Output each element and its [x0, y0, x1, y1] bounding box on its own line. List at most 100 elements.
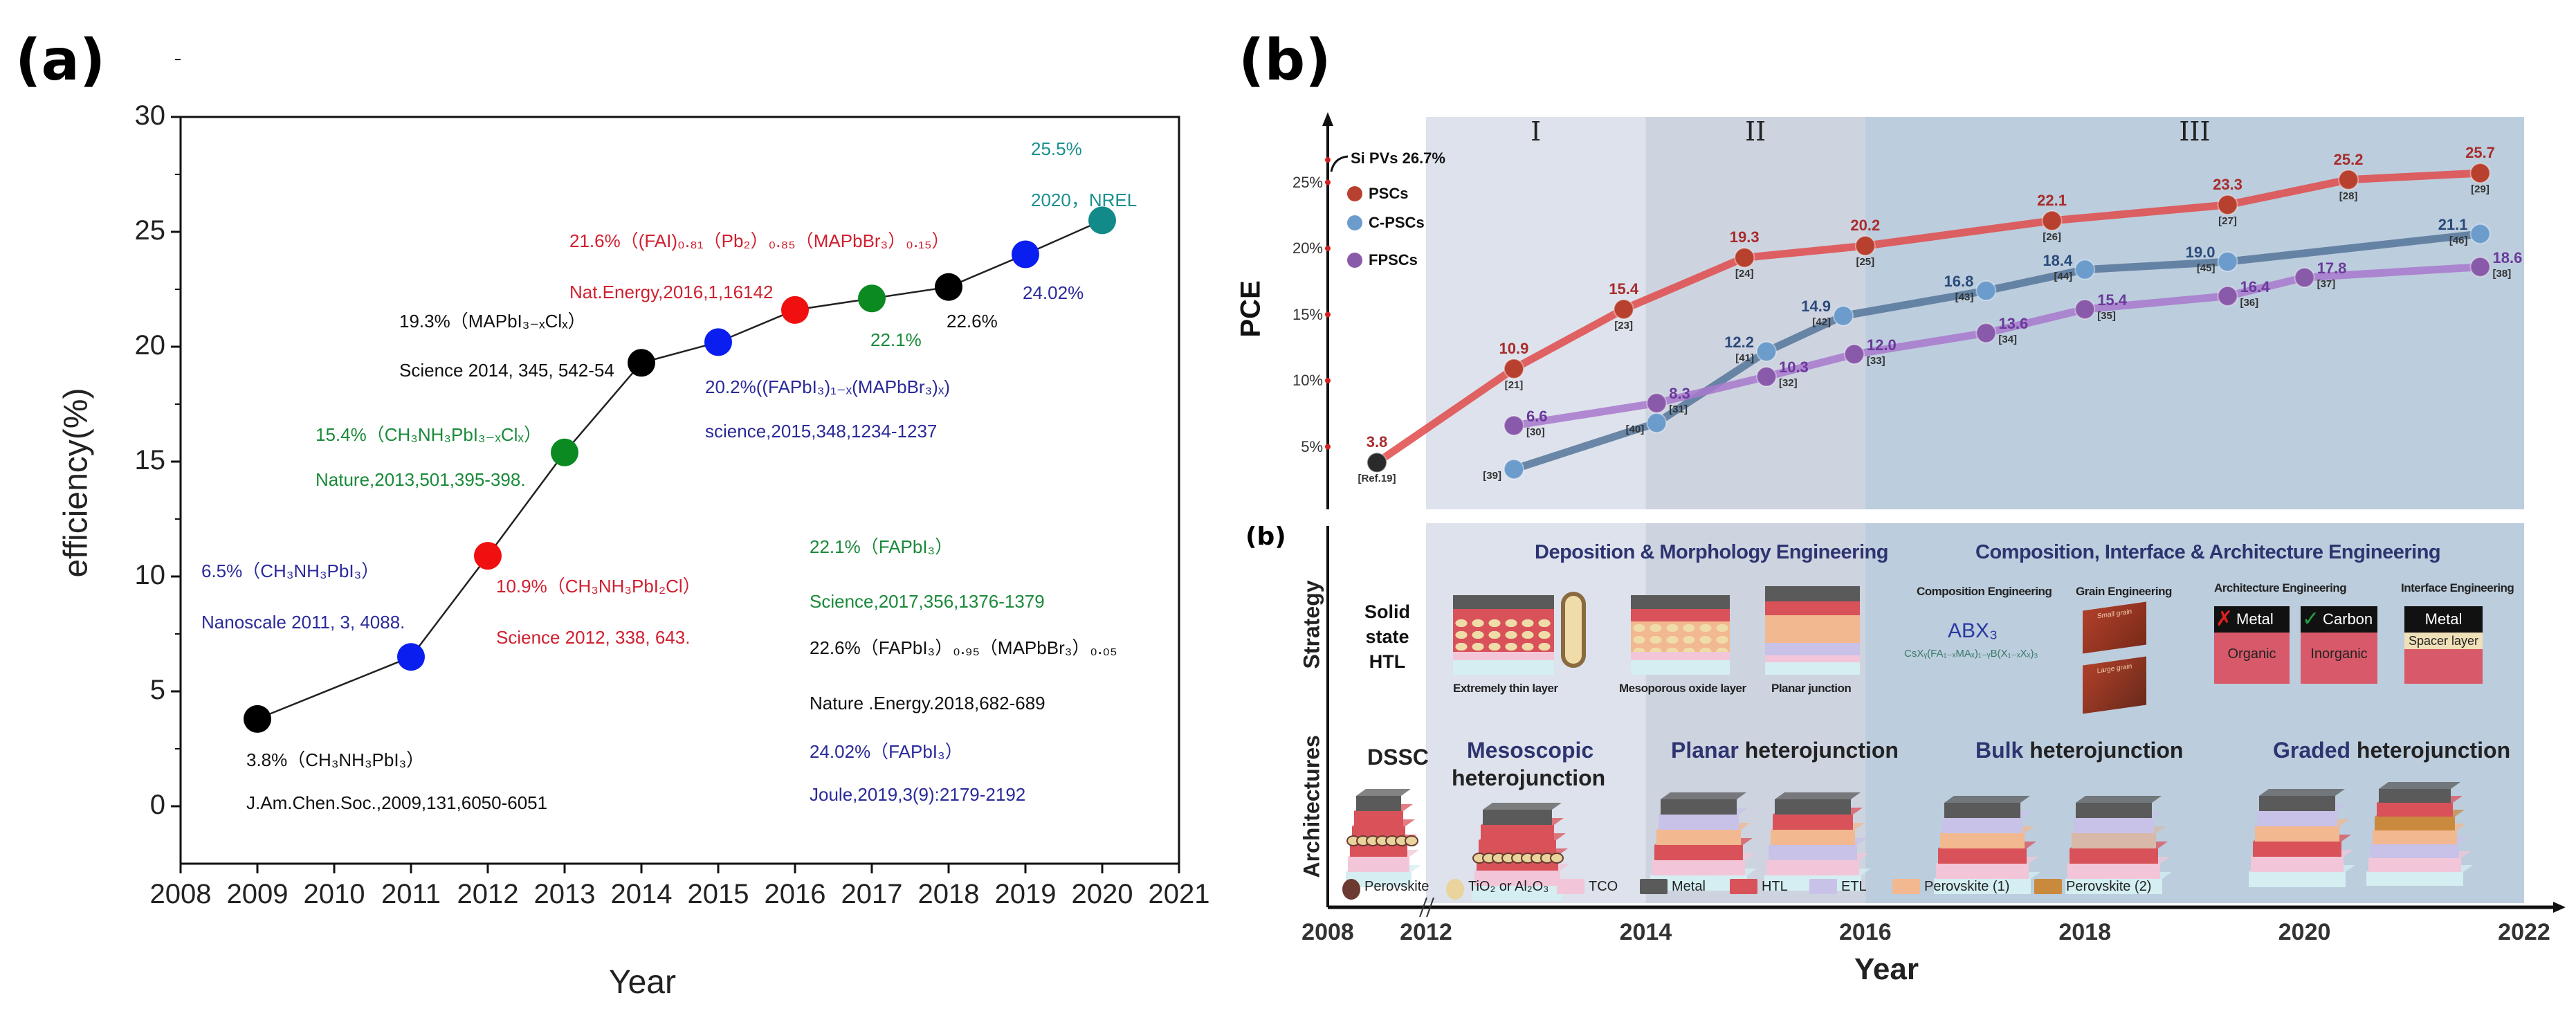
mesoporous-oxide-caption: Mesoporous oxide layer [1619, 682, 1746, 695]
data-point-FPSCs [2294, 267, 2315, 289]
data-label-FPSCs: 15.4 [2097, 291, 2128, 309]
annotation-citation: Science 2012, 338, 643. [496, 627, 691, 648]
reference-label-C-PSCs: [41] [1735, 352, 1754, 364]
inorganic-label: Inorganic [2310, 646, 2368, 662]
solid-state-htl-line: Solid [1364, 601, 1410, 622]
reference-label-C-PSCs: [46] [2449, 234, 2468, 246]
data-label-PSCs: 10.9 [1499, 339, 1529, 357]
annotation-text: 19.3%（MAPbI₃₋ₓClₓ） [399, 311, 586, 331]
planar-heterojunction-label: Planar heterojunction [1671, 738, 1899, 763]
data-point-PSCs [2338, 169, 2359, 190]
x-tick-label: 2020 [2278, 919, 2331, 945]
reference-label-PSCs: [26] [2043, 230, 2061, 243]
x-tick-label: 2018 [917, 879, 980, 909]
data-label-C-PSCs: 16.8 [1944, 273, 1974, 291]
graded-word: Graded [2273, 738, 2351, 763]
layer-3 [1940, 833, 2025, 848]
annotation-2014: 19.3%（MAPbI₃₋ₓClₓ） Science 2014, 345, 54… [399, 307, 614, 381]
annotation-text: 20.2%((FAPbI₃)₁₋ₓ(MAPbBr₃)ₓ) [705, 376, 951, 397]
panel-a-label: (a) [15, 28, 106, 93]
layer-0 [1650, 875, 1747, 891]
legend-label: HTL [1762, 879, 1788, 894]
legend-swatch-2 [1557, 879, 1584, 894]
data-label-FPSCs: 8.3 [1669, 385, 1690, 403]
metal-organic-box: Metal Organic ✗ [2214, 606, 2290, 684]
reference-label-FPSCs: [38] [2492, 267, 2512, 280]
reference-list: 22.1%（FAPbI₃） Science,2017,356,1376-1379 2… [810, 533, 1117, 806]
mesoscopic-heterojunction-label: heterojunction [1452, 765, 1606, 790]
y-tick-label: 10 [134, 560, 166, 590]
bulk-stack-1 [1934, 796, 2040, 894]
curved-arrow-icon [1330, 155, 1349, 172]
carbon-label: Carbon [2301, 606, 2377, 633]
strategy-row-label: Strategy [1299, 580, 1324, 669]
data-point-2020 [1088, 206, 1116, 235]
data-point-2013 [551, 438, 578, 466]
annotation-text: 15.4%（CH₃NH₃PbI₃₋ₓClₓ） [316, 424, 542, 445]
layer-2 [1938, 848, 2027, 864]
layer-0 [2366, 872, 2463, 886]
metal-label: Metal [2214, 606, 2290, 633]
layer-3 [2255, 826, 2339, 842]
data-label-FPSCs: 13.6 [1998, 315, 2029, 333]
data-point-2011 [397, 643, 425, 671]
annotation-citation: Nat.Energy,2016,1,16142 [569, 282, 774, 302]
data-point-PSCs [1734, 247, 1755, 269]
x-tick-label: 2009 [226, 879, 289, 909]
layer-4 [1481, 825, 1554, 840]
layer-4 [1659, 815, 1739, 830]
data-label-C-PSCs: 21.1 [2438, 215, 2468, 233]
annotation-2016: 21.6%（(FAI)₀.₈₁（Pb₂）₀.₈₅（MAPbBr₃）₀.₁₅） N… [569, 227, 949, 303]
legend-label: Perovskite (2) [2066, 879, 2152, 894]
data-point-C-PSCs [1755, 340, 1777, 362]
small-grain-illustration: Small grain [2083, 601, 2146, 654]
legend-marker-FPSCs [1347, 253, 1362, 268]
layer-2 [1654, 845, 1743, 860]
layer-top [1944, 796, 2030, 803]
layer-0 [1934, 879, 2031, 894]
period-label: II [1745, 116, 1766, 147]
carbon-inorganic-box: Carbon Inorganic ✓ [2301, 606, 2377, 684]
annotation-text: 3.8%（CH₃NH₃PbI₃） [246, 749, 425, 770]
y-tick [1325, 246, 1331, 251]
x-tick-label: 2020 [1071, 879, 1133, 909]
data-point-C-PSCs [2217, 251, 2238, 273]
layer-1 [2368, 858, 2461, 872]
layer-3 [2072, 833, 2156, 848]
y-tick [1325, 179, 1331, 185]
data-label-PSCs: 25.7 [2465, 144, 2495, 162]
x-tick-label: 2014 [610, 879, 673, 909]
annotation-citation: Nanoscale 2011, 3, 4088. [201, 612, 405, 633]
reference-text: Joule,2019,3(9):2179-2192 [810, 784, 1026, 805]
data-point-C-PSCs [1833, 305, 1854, 327]
planar-stack-1 [1650, 792, 1757, 891]
data-point-FPSCs [1503, 415, 1524, 436]
y-tick-label: 10% [1292, 372, 1323, 389]
x-tick-label: 2008 [149, 879, 212, 909]
interface-engineering-caption: Interface Engineering [2401, 581, 2514, 594]
reference-label-PSCs: [29] [2471, 183, 2490, 196]
data-point-FPSCs [2074, 298, 2096, 320]
legend-swatch-3 [1640, 879, 1668, 894]
architecture-engineering-caption: Architecture Engineering [2214, 581, 2347, 594]
annotation-citation: science,2015,348,1234-1237 [705, 421, 938, 442]
layer-4 [1354, 811, 1403, 826]
composition-header: Composition, Interface & Architecture En… [1975, 541, 2441, 563]
data-point-2019 [1012, 240, 1039, 269]
reference-label-C-PSCs: [43] [1955, 291, 1974, 304]
x-tick-label: 2016 [764, 879, 826, 909]
layer-5 [2076, 803, 2152, 818]
reference-text: 22.1%（FAPbI₃） [810, 536, 953, 557]
annotation-text: 10.9%（CH₃NH₃PbI₂Cl） [496, 576, 701, 597]
annotation-2019: 24.02% [1023, 282, 1084, 303]
layer-1 [1766, 860, 1859, 875]
y-tick-label: 20% [1292, 239, 1323, 257]
data-label-C-PSCs: 12.2 [1724, 333, 1754, 351]
legend-swatch-6 [1892, 879, 1920, 894]
x-tick-label: 2008 [1301, 919, 1354, 945]
data-point-C-PSCs [2074, 259, 2096, 280]
deposition-header: Deposition & Morphology Engineering [1535, 541, 1888, 563]
layer-0 [2249, 872, 2346, 887]
reference-label-FPSCs: [30] [1526, 426, 1545, 438]
reference-label-C-PSCs: [42] [1812, 316, 1831, 329]
